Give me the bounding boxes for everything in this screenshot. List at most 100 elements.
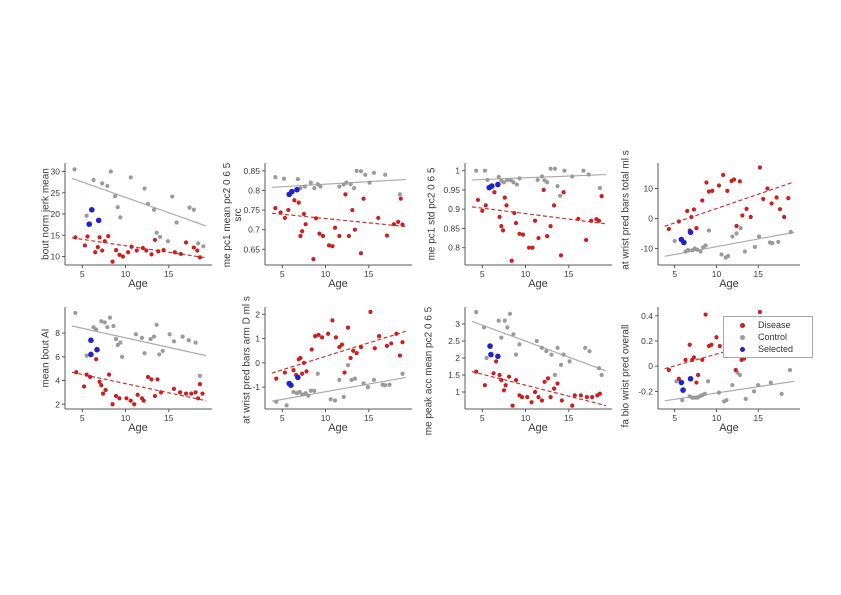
data-point-disease[interactable] (149, 252, 154, 257)
data-point-control[interactable] (302, 184, 307, 189)
data-point-disease[interactable] (117, 396, 122, 401)
data-point-disease[interactable] (110, 402, 115, 407)
data-point-control[interactable] (337, 184, 342, 189)
data-point-control[interactable] (187, 205, 192, 210)
data-point-control[interactable] (337, 377, 342, 382)
data-point-control[interactable] (779, 391, 784, 396)
data-point-disease[interactable] (536, 395, 541, 400)
data-point-control[interactable] (315, 371, 320, 376)
data-point-control[interactable] (685, 247, 691, 253)
data-point-disease[interactable] (197, 381, 202, 387)
data-point-control[interactable] (539, 174, 545, 179)
data-point-disease[interactable] (332, 225, 338, 230)
data-point-control[interactable] (737, 372, 742, 378)
data-point-disease[interactable] (110, 259, 115, 264)
data-point-disease[interactable] (555, 381, 560, 386)
data-point-control[interactable] (474, 168, 479, 173)
data-point-disease[interactable] (313, 334, 318, 339)
data-point-control[interactable] (599, 372, 604, 378)
data-point-disease[interactable] (578, 393, 583, 398)
data-point-control[interactable] (768, 380, 773, 385)
data-point-control[interactable] (555, 183, 560, 189)
data-point-disease[interactable] (491, 371, 496, 376)
data-point-control[interactable] (367, 180, 372, 185)
data-point-disease[interactable] (525, 395, 530, 400)
data-point-disease[interactable] (676, 219, 681, 224)
data-point-control[interactable] (680, 398, 685, 403)
data-point-disease[interactable] (706, 189, 712, 194)
data-point-disease[interactable] (301, 360, 307, 365)
data-point-disease[interactable] (691, 207, 697, 212)
data-point-control[interactable] (400, 371, 405, 376)
data-point-disease[interactable] (700, 198, 705, 203)
data-point-selected[interactable] (289, 188, 295, 195)
data-point-disease[interactable] (774, 195, 779, 200)
data-point-disease[interactable] (716, 183, 722, 188)
data-point-disease[interactable] (368, 309, 373, 314)
data-point-control[interactable] (91, 177, 96, 183)
data-point-control[interactable] (596, 366, 602, 371)
data-point-control[interactable] (148, 336, 153, 342)
data-point-disease[interactable] (536, 235, 541, 241)
data-point-disease[interactable] (100, 248, 105, 253)
data-point-disease[interactable] (273, 206, 278, 211)
data-point-control[interactable] (502, 318, 507, 323)
data-point-control[interactable] (549, 352, 554, 357)
data-point-control[interactable] (552, 166, 558, 171)
data-point-disease[interactable] (492, 190, 497, 195)
data-point-disease[interactable] (172, 250, 177, 255)
data-point-disease[interactable] (500, 228, 506, 233)
data-point-control[interactable] (383, 383, 388, 388)
data-point-disease[interactable] (126, 250, 131, 255)
data-point-disease[interactable] (396, 219, 401, 224)
data-point-disease[interactable] (337, 233, 342, 239)
data-point-disease[interactable] (483, 203, 488, 208)
data-point-control[interactable] (308, 180, 313, 185)
data-point-disease[interactable] (372, 346, 377, 351)
data-point-control[interactable] (719, 252, 724, 257)
data-point-disease[interactable] (513, 378, 519, 383)
data-point-disease[interactable] (200, 391, 205, 396)
data-point-disease[interactable] (731, 177, 737, 182)
data-point-disease[interactable] (689, 214, 694, 220)
data-point-disease[interactable] (298, 355, 303, 361)
data-point-disease[interactable] (558, 253, 564, 258)
data-point-disease[interactable] (94, 357, 99, 362)
data-point-control[interactable] (118, 215, 123, 220)
data-point-disease[interactable] (703, 312, 708, 317)
data-point-control[interactable] (756, 382, 761, 388)
data-point-control[interactable] (102, 320, 107, 325)
data-point-disease[interactable] (74, 370, 79, 375)
data-point-disease[interactable] (134, 248, 139, 253)
data-point-disease[interactable] (145, 374, 151, 380)
data-point-control[interactable] (295, 176, 300, 182)
data-point-disease[interactable] (161, 248, 166, 253)
data-point-control[interactable] (507, 311, 513, 316)
data-point-disease[interactable] (757, 165, 763, 170)
data-point-disease[interactable] (171, 386, 177, 391)
data-point-control[interactable] (341, 394, 346, 399)
data-point-disease[interactable] (501, 388, 507, 393)
data-point-control[interactable] (354, 168, 359, 173)
data-point-disease[interactable] (320, 233, 326, 239)
data-point-disease[interactable] (709, 342, 714, 347)
data-point-disease[interactable] (113, 248, 119, 253)
data-point-disease[interactable] (326, 331, 331, 336)
data-point-selected[interactable] (687, 375, 694, 382)
data-point-disease[interactable] (513, 220, 519, 226)
data-point-control[interactable] (724, 398, 729, 403)
data-point-disease[interactable] (103, 387, 108, 393)
data-point-control[interactable] (484, 355, 489, 361)
data-point-selected[interactable] (94, 346, 100, 353)
data-point-disease[interactable] (541, 187, 546, 193)
data-point-disease[interactable] (700, 357, 705, 362)
data-point-disease[interactable] (319, 335, 325, 340)
data-point-control[interactable] (318, 184, 323, 189)
data-point-selected[interactable] (88, 351, 94, 358)
data-point-control[interactable] (352, 376, 358, 381)
data-point-control[interactable] (363, 172, 368, 177)
data-point-control[interactable] (751, 389, 757, 394)
data-point-disease[interactable] (561, 190, 566, 195)
data-point-disease[interactable] (398, 196, 403, 201)
data-point-control[interactable] (587, 349, 592, 354)
